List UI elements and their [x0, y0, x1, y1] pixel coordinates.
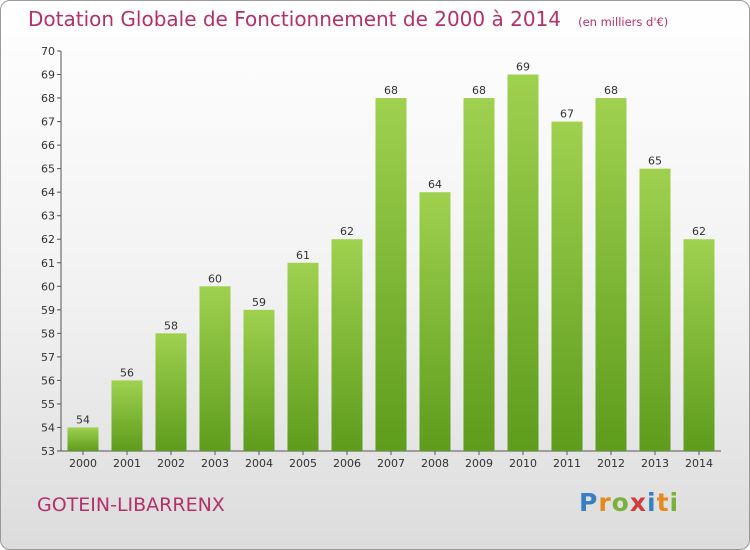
logo-letter: i	[669, 488, 680, 517]
bar	[331, 239, 363, 451]
x-tick-label: 2008	[421, 457, 449, 470]
x-tick-label: 2013	[641, 457, 669, 470]
bar	[507, 74, 539, 451]
bar	[595, 98, 627, 451]
bar	[375, 98, 407, 451]
bar-value-label: 68	[604, 84, 618, 97]
axes: 53 54 55 56 57 58 59 60 61 62 63 64 65 66 67 68 69 70 2000…	[41, 45, 721, 470]
bar-value-label: 62	[340, 225, 354, 238]
bar-value-label: 68	[384, 84, 398, 97]
x-tick-label: 2003	[201, 457, 229, 470]
city-name: GOTEIN-LIBARRENX	[37, 494, 225, 516]
bar-value-label: 59	[252, 296, 266, 309]
y-tick-label: 53	[41, 445, 55, 458]
x-tick-label: 2004	[245, 457, 273, 470]
bar-value-label: 60	[208, 272, 222, 285]
bar	[67, 427, 99, 451]
bar	[155, 333, 187, 451]
bar-value-label: 67	[560, 108, 574, 121]
x-tick-label: 2001	[113, 457, 141, 470]
logo-letter: P	[579, 488, 599, 517]
x-tick-label: 2006	[333, 457, 361, 470]
bar-value-label: 58	[164, 319, 178, 332]
y-tick-label: 61	[41, 257, 55, 270]
bar	[639, 168, 671, 451]
x-tick-label: 2000	[69, 457, 97, 470]
bar-value-label: 64	[428, 178, 442, 191]
proxiti-logo[interactable]: Proxiti	[579, 488, 679, 517]
y-tick-label: 65	[41, 163, 55, 176]
y-tick-label: 56	[41, 374, 55, 387]
y-tick-label: 55	[41, 398, 55, 411]
x-tick-label: 2010	[509, 457, 537, 470]
x-tick-label: 2009	[465, 457, 493, 470]
y-tick-label: 66	[41, 139, 55, 152]
x-tick-label: 2005	[289, 457, 317, 470]
y-tick-label: 64	[41, 186, 55, 199]
y-tick-label: 69	[41, 69, 55, 82]
y-tick-label: 62	[41, 233, 55, 246]
bar	[419, 192, 451, 452]
x-tick-label: 2011	[553, 457, 581, 470]
logo-letter: t	[656, 488, 670, 517]
bar-value-label: 56	[120, 366, 134, 379]
bar	[683, 239, 715, 451]
bar-value-label: 62	[692, 225, 706, 238]
y-tick-label: 58	[41, 327, 55, 340]
bar-value-label: 61	[296, 249, 310, 262]
x-tick-label: 2002	[157, 457, 185, 470]
logo-letter: r	[598, 488, 612, 517]
bars: 54 56 58 60 59 61 62 68 64 68 69 67 68 65 62	[67, 61, 715, 452]
bar-value-label: 54	[76, 413, 90, 426]
bar-value-label: 68	[472, 84, 486, 97]
bar	[199, 286, 231, 451]
y-tick-label: 59	[41, 304, 55, 317]
y-tick-label: 60	[41, 280, 55, 293]
logo-letter: i	[647, 488, 657, 517]
y-tick-label: 54	[41, 421, 55, 434]
chart-title: Dotation Globale de Fonctionnement de 20…	[28, 7, 668, 31]
x-tick-label: 2007	[377, 457, 405, 470]
y-tick-label: 57	[41, 351, 55, 364]
bar-value-label: 65	[648, 155, 662, 168]
unit-note: (en milliers d'€)	[578, 15, 669, 29]
y-tick-label: 63	[41, 210, 55, 223]
logo-letter: o	[611, 488, 630, 517]
bar	[111, 380, 143, 451]
bar	[287, 262, 319, 451]
y-tick-label: 67	[41, 116, 55, 129]
logo-letter: x	[629, 488, 647, 517]
title-text: Dotation Globale de Fonctionnement de 20…	[28, 7, 561, 31]
bar	[243, 309, 275, 451]
y-tick-label: 68	[41, 92, 55, 105]
bar-value-label: 69	[516, 61, 530, 74]
bar	[551, 121, 583, 452]
x-tick-label: 2014	[685, 457, 713, 470]
x-tick-label: 2012	[597, 457, 625, 470]
y-tick-label: 70	[41, 45, 55, 58]
bar	[463, 98, 495, 451]
